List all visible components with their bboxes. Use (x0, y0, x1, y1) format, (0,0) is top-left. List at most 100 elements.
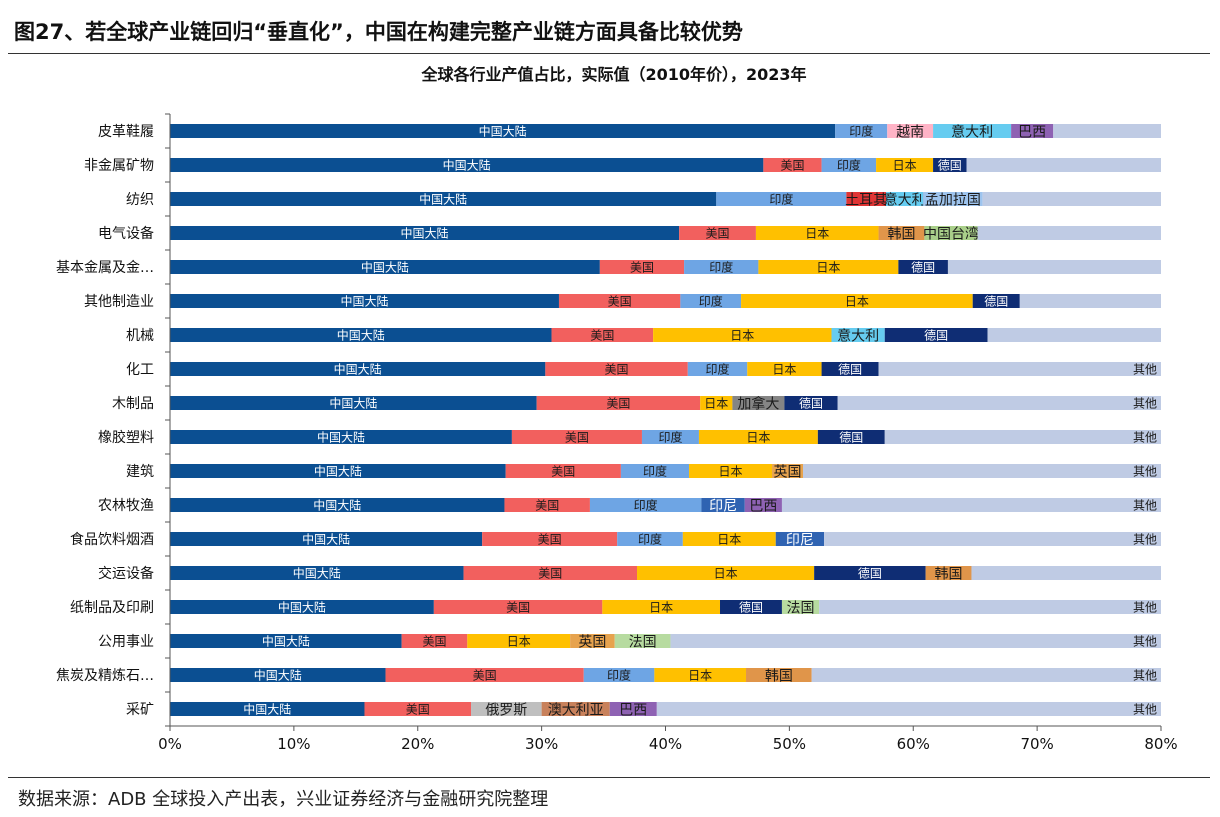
bar-segment (471, 702, 542, 716)
bar-row: 中国大陆 美国 印度 日本 印尼 其他 (170, 532, 1161, 549)
bar-segment (620, 464, 690, 478)
bar-segment (656, 702, 1161, 716)
bar-segment (1053, 124, 1161, 138)
bar-segment (583, 668, 655, 682)
bar-row: 中国大陆 美国 日本 德国 法国 其他 (170, 600, 1161, 617)
segment-label: 美国 (551, 465, 575, 479)
segment-label: 印度 (607, 668, 631, 683)
bar-segment (545, 362, 688, 376)
segment-label: 其他 (1133, 601, 1157, 615)
segment-label: 中国大陆 (278, 600, 326, 615)
bar-row: 中国大陆 印度 越南 意大利 巴西 (170, 124, 1161, 141)
segment-label: 其他 (1133, 397, 1157, 411)
bar-segment (817, 430, 885, 444)
bar-segment (609, 702, 657, 716)
segment-label: 美国 (780, 159, 804, 173)
category-label: 电气设备 (98, 225, 154, 242)
bar-segment (689, 464, 773, 478)
segment-label: 中国大陆 (254, 668, 302, 683)
segment-label: 韩国 (935, 567, 963, 583)
bar-segment (884, 430, 1161, 444)
segment-label: 中国台湾 (923, 226, 979, 243)
segment-label: 日本 (746, 431, 770, 445)
segment-label: 日本 (649, 601, 673, 615)
segment-label: 德国 (739, 600, 763, 615)
segment-label: 英国 (774, 464, 802, 481)
segment-label: 美国 (506, 601, 530, 615)
category-label: 采矿 (126, 702, 154, 718)
bar-segment (364, 702, 472, 716)
figure-title: 图27、若全球产业链回归“垂直化”，中国在构建完整产业链方面具备比较优势 (14, 20, 743, 44)
bar-segment (602, 600, 721, 614)
x-axis: 0% 10% 20% 30% 40% 50% 60% 70% 80% (158, 113, 1178, 753)
segment-label: 印度 (849, 124, 873, 139)
segment-label: 日本 (893, 159, 917, 173)
segment-label: 其他 (1133, 533, 1157, 547)
bar-row: 中国大陆 美国 印度 日本 韩国 其他 (170, 668, 1161, 685)
bar-segment (977, 226, 1161, 240)
segment-label: 德国 (984, 294, 1008, 309)
category-label: 焦炭及精炼石… (56, 668, 154, 684)
bar-segment (170, 668, 386, 682)
category-label: 农林牧渔 (98, 498, 154, 514)
x-tick-label: 30% (525, 735, 558, 753)
bar-segment (614, 634, 671, 648)
category-label: 交运设备 (98, 565, 154, 582)
segment-label: 巴西 (1018, 125, 1046, 141)
segment-label: 法国 (629, 635, 657, 651)
category-label: 纸制品及印刷 (70, 600, 154, 616)
segment-label: 美国 (538, 533, 562, 547)
bar-segment (923, 192, 983, 206)
segment-label: 中国大陆 (361, 260, 409, 275)
segment-label: 德国 (858, 566, 882, 581)
bar-segment (821, 362, 879, 376)
segment-label: 意大利 (884, 192, 926, 209)
bar-segment (741, 294, 973, 308)
segment-label: 美国 (535, 499, 559, 513)
bar-segment (463, 566, 638, 580)
bar-segment (653, 328, 832, 342)
bar-segment (814, 566, 926, 580)
bar-segment (698, 430, 818, 444)
bar-segment (716, 192, 847, 206)
bar-segment (541, 702, 610, 716)
bar-segment (933, 158, 967, 172)
stacked-bar-chart: 全球各行业产值占比，实际值（2010年价），2023年 中国大陆 印度 越南 意大利巴… (56, 65, 1178, 753)
bar-segment (925, 566, 972, 580)
segment-label: 日本 (772, 363, 796, 377)
bar-segment (887, 124, 934, 138)
segment-label: 巴西 (749, 499, 777, 515)
segment-label: 印度 (699, 294, 723, 309)
x-tick-label: 70% (1020, 735, 1053, 753)
segment-label: 越南 (896, 125, 924, 141)
bar-segment (781, 498, 1161, 512)
segment-label: 中国大陆 (334, 362, 382, 377)
segment-label: 韩国 (887, 227, 915, 243)
category-label: 其他制造业 (84, 294, 154, 310)
bar-segment (551, 328, 654, 342)
segment-label: 日本 (717, 533, 741, 547)
segment-label: 美国 (565, 431, 589, 445)
bar-segment (878, 362, 1161, 376)
bar-segment (758, 260, 899, 274)
bar-segment (170, 396, 537, 410)
category-label: 建筑 (126, 464, 154, 480)
segment-label: 其他 (1133, 703, 1157, 717)
segment-label: 印度 (706, 362, 730, 377)
segment-label: 日本 (704, 397, 728, 411)
bar-segment (747, 362, 822, 376)
bar-segment (947, 260, 1161, 274)
bar-segment (170, 362, 546, 376)
bar-segment (701, 498, 745, 512)
segment-label: 中国大陆 (443, 158, 491, 173)
bar-segment (536, 396, 701, 410)
category-label: 木制品 (112, 396, 154, 412)
segment-label: 印尼 (709, 499, 737, 515)
bar-segment (971, 566, 1161, 580)
segment-label: 意大利 (951, 124, 993, 141)
segment-label: 印度 (837, 158, 861, 173)
bar-segment (511, 430, 642, 444)
bar-segment (170, 260, 600, 274)
